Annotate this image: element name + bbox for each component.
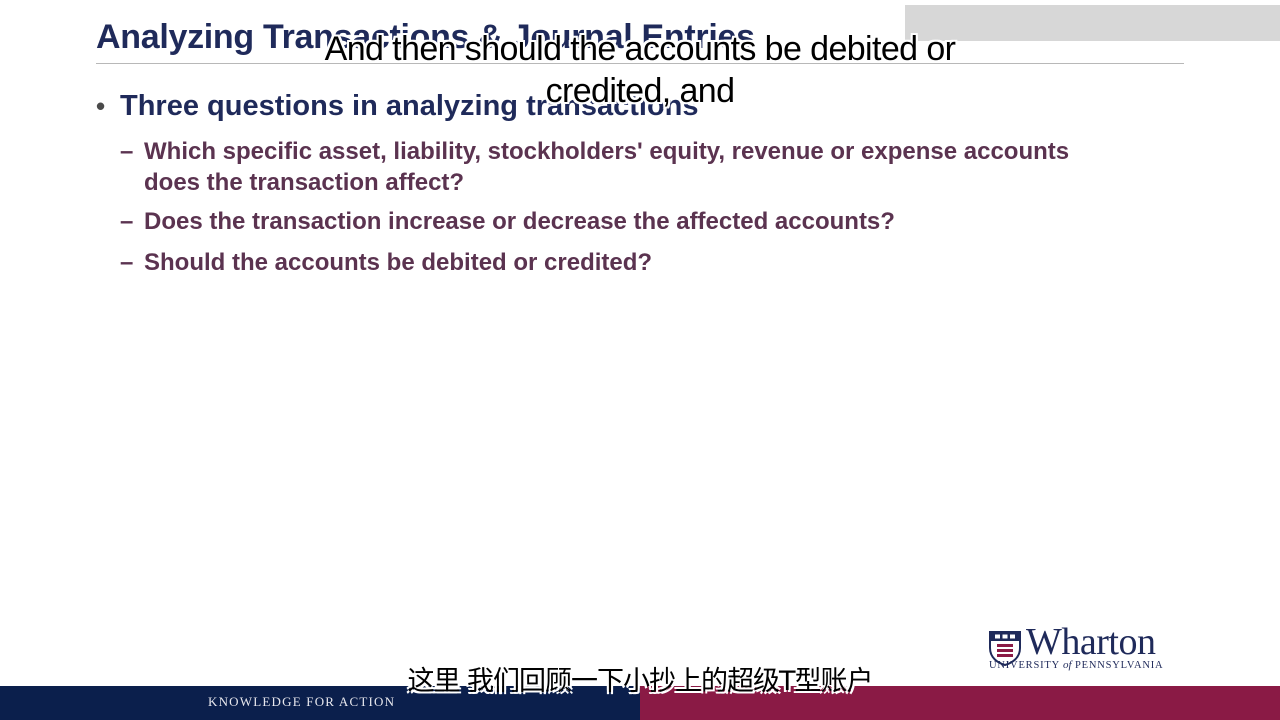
title-divider bbox=[96, 63, 1184, 64]
dash-icon: – bbox=[120, 208, 134, 235]
sub-item-1-line1: Which specific asset, liability, stockho… bbox=[144, 138, 1070, 165]
sub-item-1-line2: does the transaction affect? bbox=[144, 169, 465, 196]
sub-item-2: – Does the transaction increase or decrea… bbox=[120, 206, 895, 237]
wharton-logo: Wharton UNIVERSITY of PENNSYLVANIA bbox=[988, 621, 1188, 674]
english-subtitle-line2: credited, and bbox=[545, 72, 735, 110]
sub-item-3-text: Should the accounts be debited or credit… bbox=[144, 249, 653, 276]
sub-item-3: – Should the accounts be debited or credi… bbox=[120, 247, 652, 278]
english-subtitle-line1: And then should the accounts be debited … bbox=[324, 30, 956, 68]
bullet-dot-icon: • bbox=[96, 91, 106, 121]
logo-sub-of: of bbox=[1063, 659, 1072, 671]
footer-tagline: KNOWLEDGE FOR ACTION bbox=[208, 694, 396, 709]
main-bullet-text: Three questions in analyzing transaction… bbox=[120, 90, 699, 122]
main-bullet: • Three questions in analyzing transactio… bbox=[96, 90, 699, 123]
logo-sub-after: PENNSYLVANIA bbox=[1071, 660, 1164, 671]
english-subtitle: And then should the accounts be debited … bbox=[290, 28, 990, 112]
footer-bar-right bbox=[640, 686, 1280, 720]
sub-item-1: – Which specific asset, liability, stockh… bbox=[120, 136, 1069, 198]
logo-sub-before: UNIVERSITY bbox=[989, 660, 1064, 671]
sub-item-2-text: Does the transaction increase or decreas… bbox=[144, 208, 895, 235]
slide-title: Analyzing Transactions & Journal Entries bbox=[96, 18, 755, 56]
top-gray-bar bbox=[905, 5, 1280, 41]
footer-bar-left bbox=[0, 686, 640, 720]
chinese-subtitle: 这里 我们回顾一下小抄上的超级T型账户 bbox=[407, 666, 873, 697]
dash-icon: – bbox=[120, 249, 134, 276]
penn-shield-icon bbox=[989, 631, 1021, 666]
logo-university-line: UNIVERSITY of PENNSYLVANIA bbox=[989, 659, 1163, 671]
dash-icon: – bbox=[120, 138, 134, 165]
logo-wordmark: Wharton bbox=[1026, 621, 1156, 663]
